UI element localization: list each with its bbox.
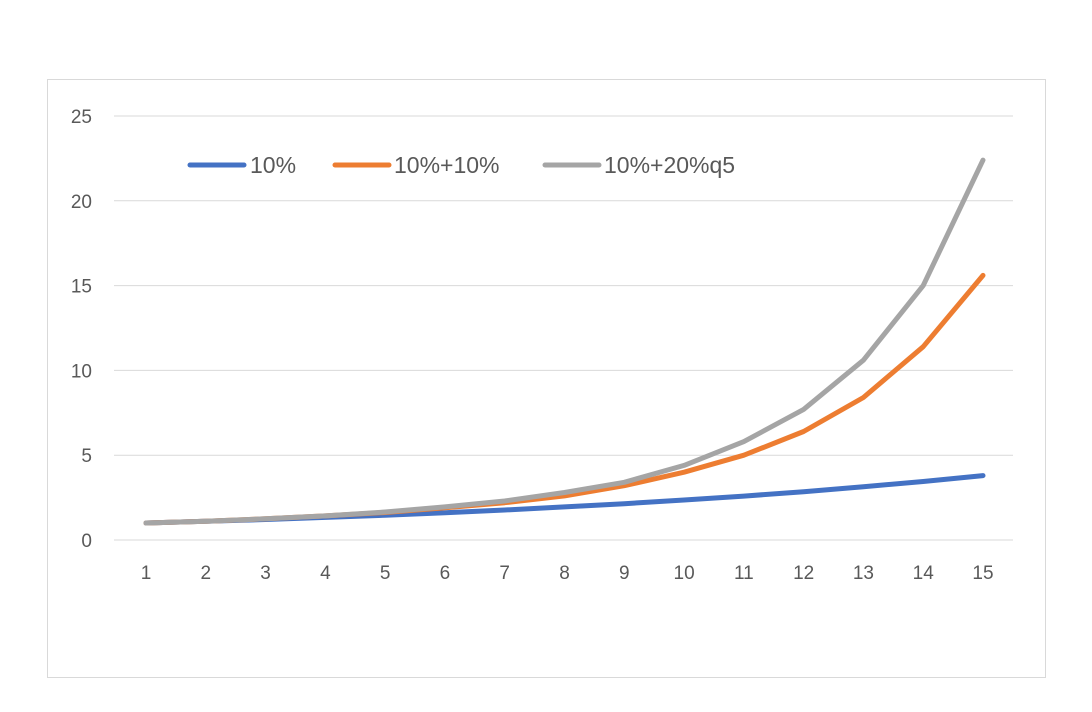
x-tick-label: 1 bbox=[141, 563, 152, 584]
legend: 10% 10%+10% 10%+20%q5 bbox=[187, 152, 735, 178]
x-tick-label: 4 bbox=[320, 563, 331, 584]
x-tick-label: 15 bbox=[972, 563, 993, 584]
x-tick-label: 2 bbox=[200, 563, 211, 584]
x-tick-label: 14 bbox=[913, 563, 935, 584]
series-lines bbox=[143, 157, 986, 526]
legend-label-2: 10%+10% bbox=[394, 152, 500, 178]
x-tick-label: 5 bbox=[380, 563, 391, 584]
y-tick-label: 10 bbox=[71, 361, 92, 382]
x-tick-label: 12 bbox=[793, 563, 814, 584]
x-tick-label: 6 bbox=[440, 563, 451, 584]
x-tick-label: 7 bbox=[499, 563, 510, 584]
x-tick-label: 10 bbox=[674, 563, 695, 584]
x-tick-label: 3 bbox=[260, 563, 271, 584]
gridlines bbox=[114, 115, 1013, 541]
x-tick-label: 11 bbox=[734, 563, 754, 584]
y-tick-label: 25 bbox=[71, 107, 92, 128]
y-tick-label: 0 bbox=[81, 531, 92, 552]
x-axis-tick-labels: 1 2 3 4 5 6 7 8 9 10 11 12 13 14 15 bbox=[141, 563, 994, 584]
legend-label-1: 10% bbox=[250, 152, 296, 178]
x-tick-label: 9 bbox=[619, 563, 630, 584]
y-tick-label: 5 bbox=[81, 446, 92, 467]
y-tick-label: 20 bbox=[71, 192, 92, 213]
series-line-3 bbox=[143, 157, 986, 526]
y-axis-tick-labels: 0 5 10 15 20 25 bbox=[71, 107, 92, 552]
series-line-1 bbox=[143, 473, 986, 526]
x-tick-label: 8 bbox=[559, 563, 570, 584]
y-tick-label: 15 bbox=[71, 277, 92, 298]
chart-area: 0 5 10 15 20 25 1 2 3 4 5 6 7 8 9 10 11 12 13 14 15 10% 10%+… bbox=[47, 79, 1046, 678]
x-tick-label: 13 bbox=[853, 563, 874, 584]
legend-label-3: 10%+20%q5 bbox=[604, 152, 735, 178]
